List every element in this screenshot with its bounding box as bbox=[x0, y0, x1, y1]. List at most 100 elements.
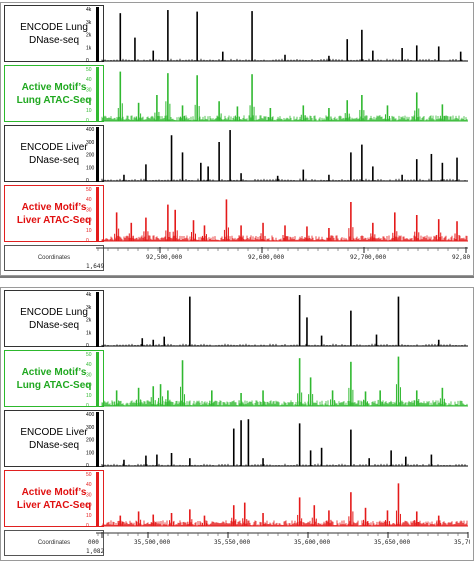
ruler-tick-label: 92,700,000 bbox=[350, 254, 387, 261]
track-label: ENCODE Liver DNase-seq bbox=[4, 125, 104, 182]
ruler-tick-label: 35,550,000 bbox=[214, 539, 251, 546]
track-label-line: Lung ATAC-Seq bbox=[16, 94, 92, 106]
y-tick-label: 50 bbox=[86, 472, 92, 478]
y-tick-label: 10 bbox=[86, 108, 92, 114]
y-tick-label: 300 bbox=[86, 140, 95, 146]
y-tick-label: 400 bbox=[86, 412, 95, 418]
y-tick-label: 200 bbox=[86, 153, 95, 159]
ruler-tick-label: 92,800 bbox=[452, 254, 470, 261]
signal-track: 50 40 30 20 10 0 bbox=[86, 187, 468, 244]
signal-track: 400 300 200 100 0 bbox=[86, 412, 468, 469]
signal-track: 4k 3k 2k 1k 0 bbox=[86, 292, 468, 349]
y-tick-label: 40 bbox=[86, 482, 92, 488]
y-tick-label: 0 bbox=[86, 403, 89, 409]
ruler-tick-label: 92,600,000 bbox=[248, 254, 285, 261]
y-axis-bar bbox=[96, 472, 99, 527]
y-tick-label: 50 bbox=[86, 352, 92, 358]
track-label-line: DNase-seq bbox=[28, 319, 80, 331]
y-axis-bar bbox=[96, 67, 99, 122]
track-label-line: Active Motif’s bbox=[21, 81, 87, 93]
y-tick-label: 30 bbox=[86, 87, 92, 93]
y-tick-label: 100 bbox=[86, 450, 95, 456]
y-tick-label: 40 bbox=[86, 362, 92, 368]
ruler-tick-label: 000 bbox=[88, 539, 99, 546]
ruler-tick-label: 35,600,000 bbox=[294, 539, 331, 546]
y-axis-bar bbox=[96, 127, 99, 182]
y-tick-label: 50 bbox=[86, 187, 92, 193]
track-label-line: ENCODE Lung bbox=[20, 306, 88, 318]
track-label-line: Active Motif’s bbox=[21, 201, 87, 213]
y-axis-bar bbox=[96, 7, 99, 62]
y-tick-label: 100 bbox=[86, 165, 95, 171]
y-tick-label: 1k bbox=[86, 330, 92, 336]
track-label-line: DNase-seq bbox=[28, 154, 80, 166]
track-label: Active Motif’s Lung ATAC-Seq bbox=[4, 65, 104, 122]
y-tick-label: 0 bbox=[86, 118, 89, 124]
ruler-tick-label: 35,700,000 bbox=[454, 539, 470, 546]
y-tick-label: 2k bbox=[86, 318, 92, 324]
signal-track: 50 40 30 20 10 0 bbox=[86, 67, 468, 124]
y-axis-bar bbox=[96, 352, 99, 407]
track-label-line: Liver ATAC-Seq bbox=[16, 214, 92, 226]
y-tick-label: 20 bbox=[86, 503, 92, 509]
y-tick-label: 0 bbox=[86, 463, 89, 469]
row-count-label: 1,082 bbox=[86, 548, 104, 555]
panel-divider bbox=[0, 276, 474, 278]
track-label-line: Active Motif’s bbox=[21, 486, 87, 498]
y-axis-bar bbox=[96, 292, 99, 347]
coordinate-ruler: 92,500,000 92,600,000 92,700,000 92,800 1,64… bbox=[86, 247, 470, 270]
y-tick-label: 50 bbox=[86, 67, 92, 73]
y-tick-label: 20 bbox=[86, 383, 92, 389]
y-tick-label: 3k bbox=[86, 20, 92, 26]
signal-track: 50 40 30 20 10 0 bbox=[86, 352, 468, 409]
y-tick-label: 10 bbox=[86, 228, 92, 234]
coordinate-ruler: 000 35,500,000 35,550,000 35,600,000 35,650,… bbox=[86, 532, 470, 555]
y-tick-label: 40 bbox=[86, 197, 92, 203]
track-label: ENCODE Lung DNase-seq bbox=[4, 290, 104, 347]
y-tick-label: 200 bbox=[86, 438, 95, 444]
track-label-line: Lung ATAC-Seq bbox=[16, 379, 92, 391]
y-tick-label: 3k bbox=[86, 305, 92, 311]
track-label: Active Motif’s Lung ATAC-Seq bbox=[4, 350, 104, 407]
y-tick-label: 30 bbox=[86, 492, 92, 498]
y-tick-label: 0 bbox=[86, 523, 89, 529]
y-tick-label: 0 bbox=[86, 343, 89, 349]
y-tick-label: 1k bbox=[86, 45, 92, 51]
y-tick-label: 4k bbox=[86, 7, 92, 13]
y-tick-label: 10 bbox=[86, 393, 92, 399]
signal-track: 50 40 30 20 10 0 bbox=[86, 472, 468, 529]
y-axis-bar bbox=[96, 187, 99, 242]
y-tick-label: 400 bbox=[86, 127, 95, 133]
ruler-tick-label: 35,650,000 bbox=[374, 539, 411, 546]
track-label: ENCODE Lung DNase-seq bbox=[4, 5, 104, 62]
track-label-line: DNase-seq bbox=[28, 439, 80, 451]
y-tick-label: 0 bbox=[86, 178, 89, 184]
y-tick-label: 300 bbox=[86, 425, 95, 431]
y-tick-label: 20 bbox=[86, 218, 92, 224]
track-label-line: ENCODE Liver bbox=[20, 426, 88, 438]
ruler-tick-label: 35,500,000 bbox=[134, 539, 171, 546]
track-label-line: ENCODE Lung bbox=[20, 21, 88, 33]
y-tick-label: 40 bbox=[86, 77, 92, 83]
row-count-label: 1,649 bbox=[86, 263, 104, 270]
coordinates-label: Coordinates bbox=[4, 530, 104, 556]
y-axis-bar bbox=[96, 412, 99, 467]
y-tick-label: 2k bbox=[86, 33, 92, 39]
ruler-tick-label: 92,500,000 bbox=[146, 254, 183, 261]
track-label: ENCODE Liver DNase-seq bbox=[4, 410, 104, 467]
track-label-line: Active Motif’s bbox=[21, 366, 87, 378]
y-tick-label: 4k bbox=[86, 292, 92, 298]
track-label-line: DNase-seq bbox=[28, 34, 80, 46]
coordinates-label: Coordinates bbox=[4, 245, 104, 271]
y-tick-label: 20 bbox=[86, 98, 92, 104]
y-tick-label: 10 bbox=[86, 513, 92, 519]
track-label-line: Liver ATAC-Seq bbox=[16, 499, 92, 511]
track-label: Active Motif’s Liver ATAC-Seq bbox=[4, 470, 104, 527]
signal-track: 400 300 200 100 0 bbox=[86, 127, 468, 184]
y-tick-label: 0 bbox=[86, 238, 89, 244]
track-label-line: ENCODE Liver bbox=[20, 141, 88, 153]
track-label: Active Motif’s Liver ATAC-Seq bbox=[4, 185, 104, 242]
y-tick-label: 30 bbox=[86, 372, 92, 378]
y-tick-label: 0 bbox=[86, 58, 89, 64]
y-tick-label: 30 bbox=[86, 207, 92, 213]
